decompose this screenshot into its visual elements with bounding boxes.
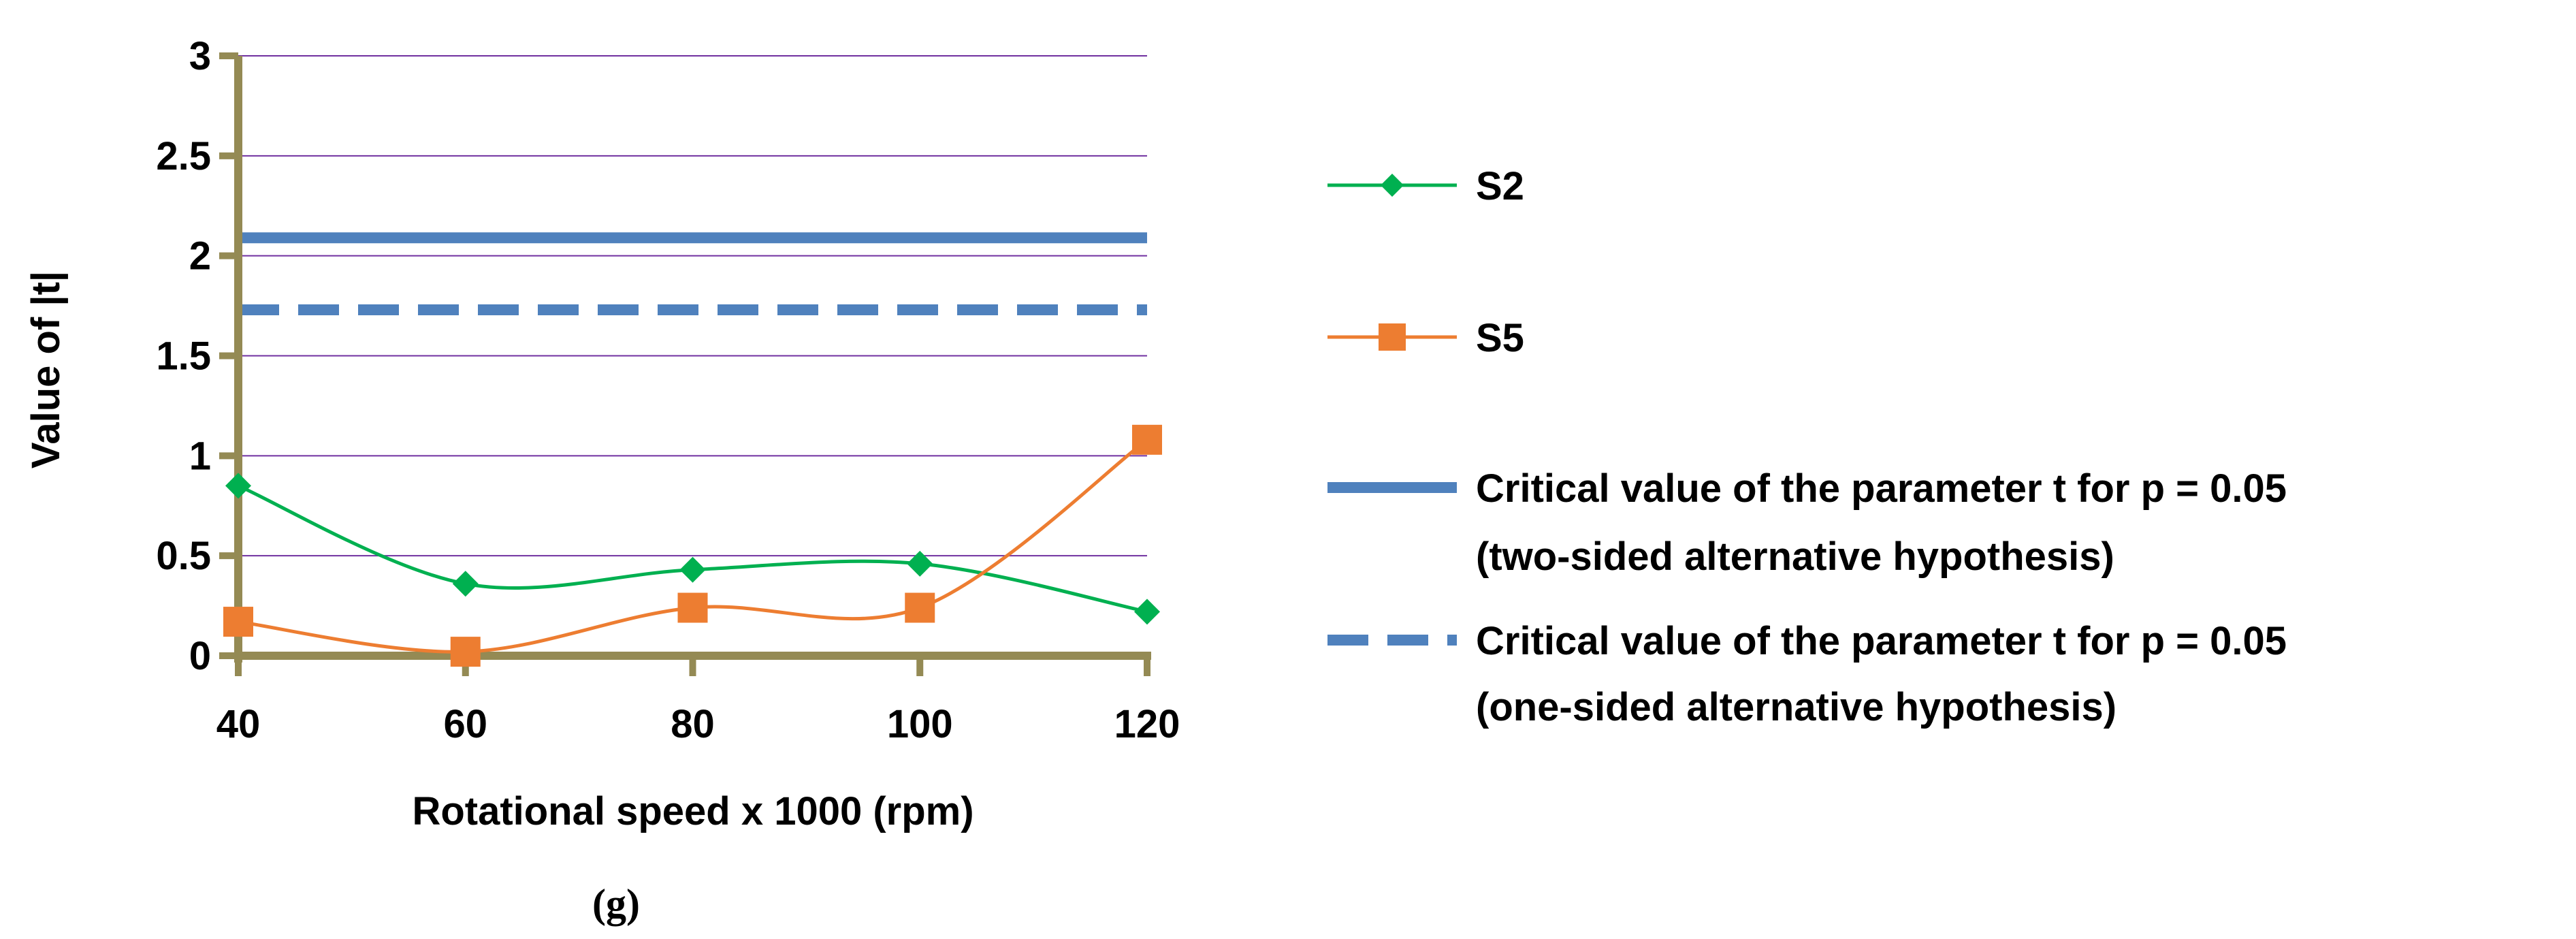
point-s2-80	[679, 556, 706, 583]
y-tick-label-2.5: 2.5	[156, 134, 211, 178]
x-tick-label-120: 120	[1114, 702, 1180, 746]
legend-item-two-sided: Critical value of the parameter t for p …	[1327, 466, 2287, 579]
x-tick-label-40: 40	[216, 702, 261, 746]
y-tick-label-2: 2	[189, 234, 211, 278]
figure-caption: (g)	[592, 881, 640, 926]
legend-label-s5: S5	[1476, 316, 1524, 360]
point-s2-120	[1134, 599, 1160, 625]
point-s2-40	[225, 473, 251, 499]
reference-lines	[238, 232, 1147, 315]
legend-item-s2: S2	[1327, 164, 1524, 208]
point-s2-100	[907, 550, 933, 577]
y-axis-title: Value of |t|	[24, 271, 68, 468]
point-s5-40	[223, 607, 253, 637]
x-tick-label-100: 100	[887, 702, 953, 746]
legend-item-s5: S5	[1327, 316, 1524, 360]
legend-label-two-sided-line2: (two-sided alternative hypothesis)	[1476, 535, 2114, 579]
y-tick-label-3: 3	[189, 34, 211, 78]
y-axis-ticks: 0 0.5 1 1.5 2 2.5 3	[156, 34, 238, 678]
legend-label-one-sided-line2: (one-sided alternative hypothesis)	[1476, 685, 2116, 729]
legend-swatch-s2-marker	[1381, 174, 1404, 197]
x-axis-title: Rotational speed x 1000 (rpm)	[412, 789, 973, 833]
legend-item-one-sided: Critical value of the parameter t for p …	[1327, 619, 2287, 729]
grid-lines	[238, 55, 1147, 557]
series-s2	[225, 473, 1160, 625]
legend-label-two-sided-line1: Critical value of the parameter t for p …	[1476, 466, 2287, 511]
legend-swatch-s5-marker	[1379, 323, 1406, 351]
y-tick-label-0.5: 0.5	[156, 534, 211, 578]
x-tick-label-80: 80	[671, 702, 715, 746]
y-tick-label-1.5: 1.5	[156, 334, 211, 379]
point-s5-80	[677, 592, 708, 623]
legend-label-one-sided-line1: Critical value of the parameter t for p …	[1476, 619, 2287, 663]
point-s5-60	[450, 637, 481, 667]
series-group	[223, 424, 1162, 667]
legend-label-s2: S2	[1476, 164, 1524, 208]
point-s2-60	[452, 571, 479, 597]
point-s5-100	[905, 592, 935, 623]
y-tick-label-1: 1	[189, 434, 211, 478]
legend: S2 S5 Critical value of the parameter t …	[1327, 164, 2287, 729]
x-tick-label-60: 60	[443, 702, 487, 746]
x-axis-ticks: 40 60 80 100 120	[216, 656, 1180, 746]
series-s5	[223, 424, 1162, 667]
y-tick-label-0: 0	[189, 634, 211, 678]
point-s5-120	[1132, 424, 1162, 455]
